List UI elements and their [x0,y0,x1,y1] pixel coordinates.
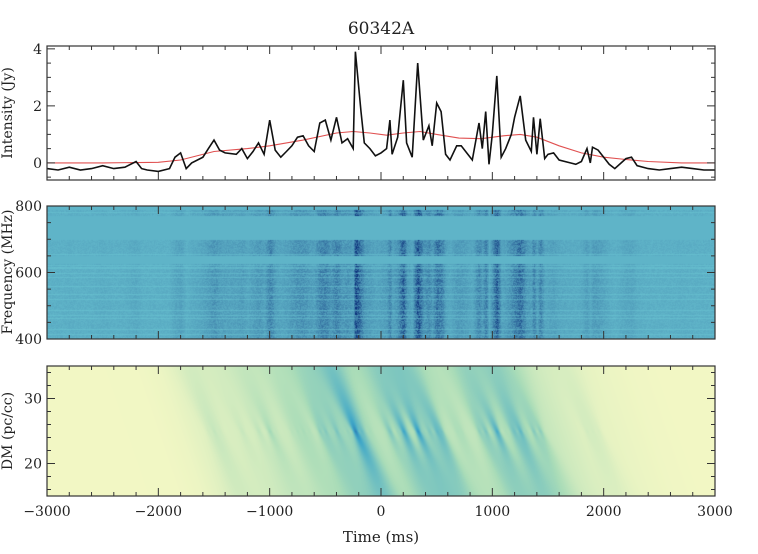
x-tick-label: −3000 [23,504,70,520]
model-curve [47,130,715,164]
y-tick-label: 20 [24,457,42,473]
dynamic-spectrum-heatmap [47,206,715,339]
dm-ylabel: DM (pc/cc) [0,392,16,470]
intensity-line [47,51,715,173]
x-tick-label: 1000 [475,504,511,520]
y-tick-label: 800 [15,199,42,215]
dm-time-heatmap [47,366,715,496]
y-tick-label: 0 [33,156,42,172]
intensity-ylabel: Intensity (Jy) [0,67,16,159]
panel-frame [46,365,716,497]
time-xlabel: Time (ms) [343,528,419,546]
intensity-panel: 0 2 4 [33,42,716,181]
y-tick-label: 2 [33,99,42,115]
chart-title: 60342A [348,19,415,39]
y-tick-label: 4 [33,42,42,58]
frequency-panel: 400 600 800 [15,199,716,348]
y-tick-label: 30 [24,392,42,408]
x-tick-label: 2000 [586,504,622,520]
x-tick-label: −2000 [135,504,182,520]
frequency-ylabel: Frequency (MHz) [0,209,16,334]
y-tick-label: 400 [15,332,42,348]
dm-panel: 20 30 −3000 −2000 −1000 0 1000 2000 3000 [23,365,733,520]
y-tick-label: 600 [15,266,42,282]
panel-frame [46,45,716,181]
x-tick-label: 3000 [697,504,733,520]
panel-frame [46,205,716,340]
x-tick-label: 0 [377,504,386,520]
x-tick-label: −1000 [246,504,293,520]
